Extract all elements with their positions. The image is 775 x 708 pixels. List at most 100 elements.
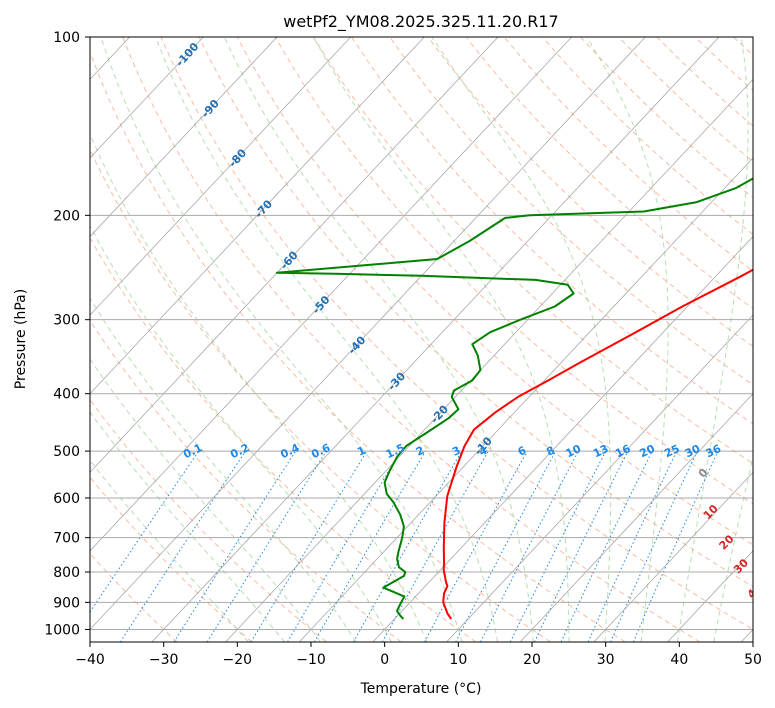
isotherm-line [90, 37, 572, 552]
isotherm-line [90, 37, 278, 238]
isotherm-line [446, 314, 753, 642]
x-tick-label: 0 [380, 652, 389, 668]
mixing-ratio-line [90, 450, 200, 613]
mixing-ratio-label: 10 [564, 442, 584, 460]
mixing-ratio-line [173, 450, 297, 642]
mixing-ratio-label: 1.5 [384, 441, 407, 461]
y-tick-label: 500 [53, 444, 80, 460]
y-tick-label: 400 [53, 387, 80, 403]
label-layer: -100-90-80-70-60-50-40-30-20-10010203040… [173, 40, 765, 601]
moist-adiabat-label: 0 [696, 466, 711, 481]
dry-adiabat-label: -100 [173, 40, 201, 69]
mixing-ratio-line [381, 450, 489, 642]
dry-adiabat-line [90, 237, 477, 642]
dry-adiabat-line [503, 37, 753, 272]
mixing-ratio-label: 20 [638, 442, 658, 460]
dry-adiabat-line [313, 37, 753, 465]
dry-adiabat-line [122, 37, 701, 642]
dry-adiabat-line [351, 37, 753, 425]
dry-adiabat-line [618, 37, 753, 163]
isotherm-line [151, 37, 720, 642]
dry-adiabat-line [90, 50, 626, 642]
moist-adiabat-line [431, 37, 612, 642]
y-tick-label: 100 [53, 30, 80, 46]
moist-adiabat-label: 20 [717, 532, 737, 552]
mixing-ratio-line [250, 450, 368, 642]
moist-adiabat-label: 40 [745, 581, 765, 601]
dry-adiabat-line [656, 37, 753, 127]
moist-adiabat-line [90, 358, 321, 642]
y-tick-label: 700 [53, 531, 80, 547]
isotherm-line [90, 37, 204, 159]
isotherm-line [90, 37, 351, 316]
mixing-ratio-line [424, 450, 528, 642]
moist-adiabat-line [312, 37, 570, 642]
isotherm-line [298, 157, 753, 642]
x-tick-label: −20 [223, 652, 253, 668]
mixing-ratio-line [353, 450, 463, 642]
isotherm-line [593, 471, 753, 642]
isotherm-line [519, 393, 753, 642]
y-tick-label: 800 [53, 565, 80, 581]
dry-adiabat-line [465, 37, 753, 310]
isotherm-line [90, 37, 425, 395]
dry-adiabat-line [236, 37, 753, 546]
x-tick-label: −10 [296, 652, 326, 668]
dry-adiabat-line [771, 37, 775, 642]
x-tick-label: 40 [670, 652, 688, 668]
dry-adiabat-line [542, 37, 753, 235]
x-tick-label: 10 [449, 652, 467, 668]
dry-adiabat-line [732, 37, 753, 56]
dry-adiabat-line [198, 37, 753, 588]
y-tick-label: 600 [53, 491, 80, 507]
dry-adiabat-line [274, 37, 753, 505]
y-tick-label: 200 [53, 208, 80, 224]
isotherm-line [225, 78, 753, 642]
moist-adiabat-label: 10 [701, 502, 721, 522]
y-tick-label: 300 [53, 313, 80, 329]
mixing-ratio-label: 0.2 [228, 441, 251, 461]
moist-adiabat-line [155, 37, 499, 642]
mixing-ratio-label: 16 [613, 442, 633, 460]
mixing-ratio-label: 13 [591, 442, 610, 460]
series-layer [276, 177, 753, 620]
mixing-ratio-label: 30 [683, 442, 703, 460]
mixing-ratio-label: 36 [704, 442, 724, 460]
moist-adiabat-line [90, 224, 392, 642]
isotherm-line [90, 37, 499, 473]
moist-adiabat-line [90, 297, 357, 642]
background-lines [90, 37, 775, 642]
x-axis: −40 −30 −20 −10 0 10 20 30 40 50 [75, 642, 762, 668]
y-axis: 100 200 300 400 500 600 700 800 900 1000 [44, 30, 90, 638]
moist-adiabat-line [90, 132, 428, 642]
mixing-ratio-line [480, 450, 579, 642]
x-tick-label: 30 [597, 652, 615, 668]
mixing-ratio-label: 25 [662, 442, 681, 460]
x-tick-label: 50 [744, 652, 762, 668]
x-axis-label: Temperature (°C) [360, 681, 482, 697]
y-axis-label: Pressure (hPa) [13, 289, 29, 389]
isotherm-line [90, 37, 646, 631]
x-tick-label: 20 [523, 652, 541, 668]
moist-adiabat-label: 30 [731, 556, 751, 576]
y-tick-label: 900 [53, 595, 80, 611]
y-tick-label: 1000 [44, 622, 80, 638]
isotherm-line [372, 235, 753, 642]
mixing-ratio-label: 0.1 [181, 441, 204, 461]
moist-adiabat-line [713, 454, 753, 642]
mixing-ratio-line [610, 450, 698, 642]
mixing-ratio-line [509, 450, 607, 642]
isotherm-line [740, 628, 753, 642]
mixing-ratio-label: 0.6 [309, 441, 332, 461]
isotherm-line [667, 550, 753, 642]
moist-adiabat-line [676, 37, 749, 642]
grid [90, 37, 753, 642]
mixing-ratio-line [455, 450, 557, 642]
x-tick-label: −40 [75, 652, 105, 668]
plot-frame [89, 36, 754, 643]
dry-adiabat-line [90, 148, 551, 642]
moist-adiabat-line [100, 37, 463, 642]
dry-adiabat-line [90, 476, 253, 642]
dewpoint-profile-line [276, 177, 753, 620]
